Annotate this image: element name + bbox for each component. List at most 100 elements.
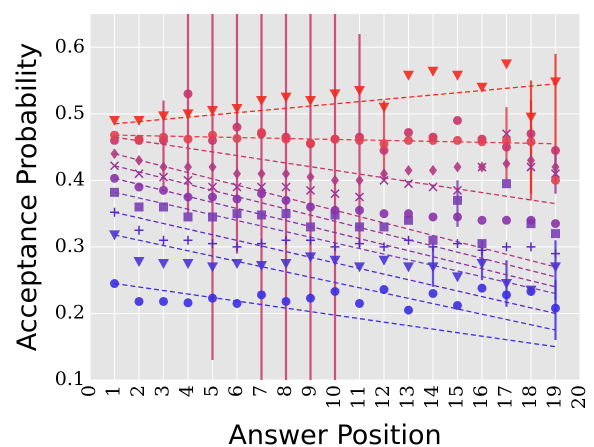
data-point [404,215,413,225]
data-point [207,262,218,273]
data-point [378,255,390,266]
data-point [403,70,414,81]
data-markers [109,59,561,315]
data-point [208,239,217,249]
data-point [183,175,193,185]
data-point [110,148,119,160]
data-point [109,115,120,126]
data-point [232,122,242,132]
data-point [256,182,267,192]
x-tick-label: 10 [323,385,345,409]
data-point [330,189,340,199]
data-point [134,202,144,212]
data-point [134,182,144,192]
data-point [257,189,266,199]
x-tick-label: 15 [446,385,468,409]
data-point [404,135,413,145]
data-point [355,205,364,215]
data-point [527,154,535,166]
y-tick-label: 0.5 [55,102,85,124]
data-point [551,145,560,155]
data-point [306,138,315,148]
data-point [354,262,365,273]
data-point [282,168,290,180]
x-tick-label: 11 [348,385,370,409]
data-point [159,185,168,195]
data-point [306,171,315,183]
data-point [330,242,340,252]
data-point [378,102,390,113]
data-point [502,290,511,300]
x-tick-label: 13 [397,385,419,409]
data-point [159,235,168,245]
data-point [379,175,389,185]
x-tick-label: 5 [201,385,223,397]
data-point [257,127,266,137]
data-point [354,192,365,202]
data-point [453,300,462,310]
data-point [525,285,537,296]
data-point [233,168,241,180]
data-point [550,169,561,179]
data-point [133,257,145,268]
y-tick-label: 0.3 [55,235,85,257]
data-point [183,298,193,308]
data-point [110,187,119,197]
data-point [525,112,537,123]
data-point [379,139,389,149]
data-point [427,66,439,77]
fit-line [114,234,556,331]
data-point [183,192,193,202]
data-point [329,89,341,100]
x-tick-label: 2 [127,385,149,397]
data-point [526,215,536,225]
data-point [550,77,561,88]
data-point [526,137,536,147]
data-point [232,133,242,143]
data-point [281,182,291,192]
data-point [305,185,316,195]
data-point [526,242,536,252]
x-tick-label: 6 [225,385,247,397]
data-point [452,70,463,81]
data-point [110,207,119,217]
x-tick-label: 0 [78,385,100,397]
data-point [158,172,169,182]
data-point [182,259,194,270]
data-point [403,179,414,189]
data-point [109,230,120,241]
data-point [330,134,340,144]
data-point [330,286,340,296]
data-point [453,212,462,222]
data-point [159,296,168,306]
data-point [453,135,462,145]
data-point [428,212,438,222]
data-point [355,135,364,145]
data-point [453,161,462,173]
data-point [354,86,365,97]
data-point [232,242,242,252]
data-point [355,174,364,186]
data-point [208,130,217,140]
data-point [208,161,217,173]
data-point [550,262,561,273]
x-tick-label: 19 [544,385,566,409]
data-point [232,182,242,192]
data-point [380,168,388,180]
data-point [306,235,315,245]
data-point [208,212,217,222]
y-axis-tick-labels: 0.1 0.2 0.3 0.4 0.5 0.6 [55,35,85,390]
data-point [428,182,438,192]
x-tick-label: 12 [372,385,394,409]
y-tick-label: 0.4 [55,168,85,190]
data-point [232,298,242,308]
data-point [452,185,463,195]
data-point [379,284,389,294]
data-point [208,293,217,303]
data-point [232,194,242,204]
data-point [159,202,168,212]
x-tick-label: 20 [568,385,590,409]
data-point [184,161,192,173]
data-point [502,142,511,152]
